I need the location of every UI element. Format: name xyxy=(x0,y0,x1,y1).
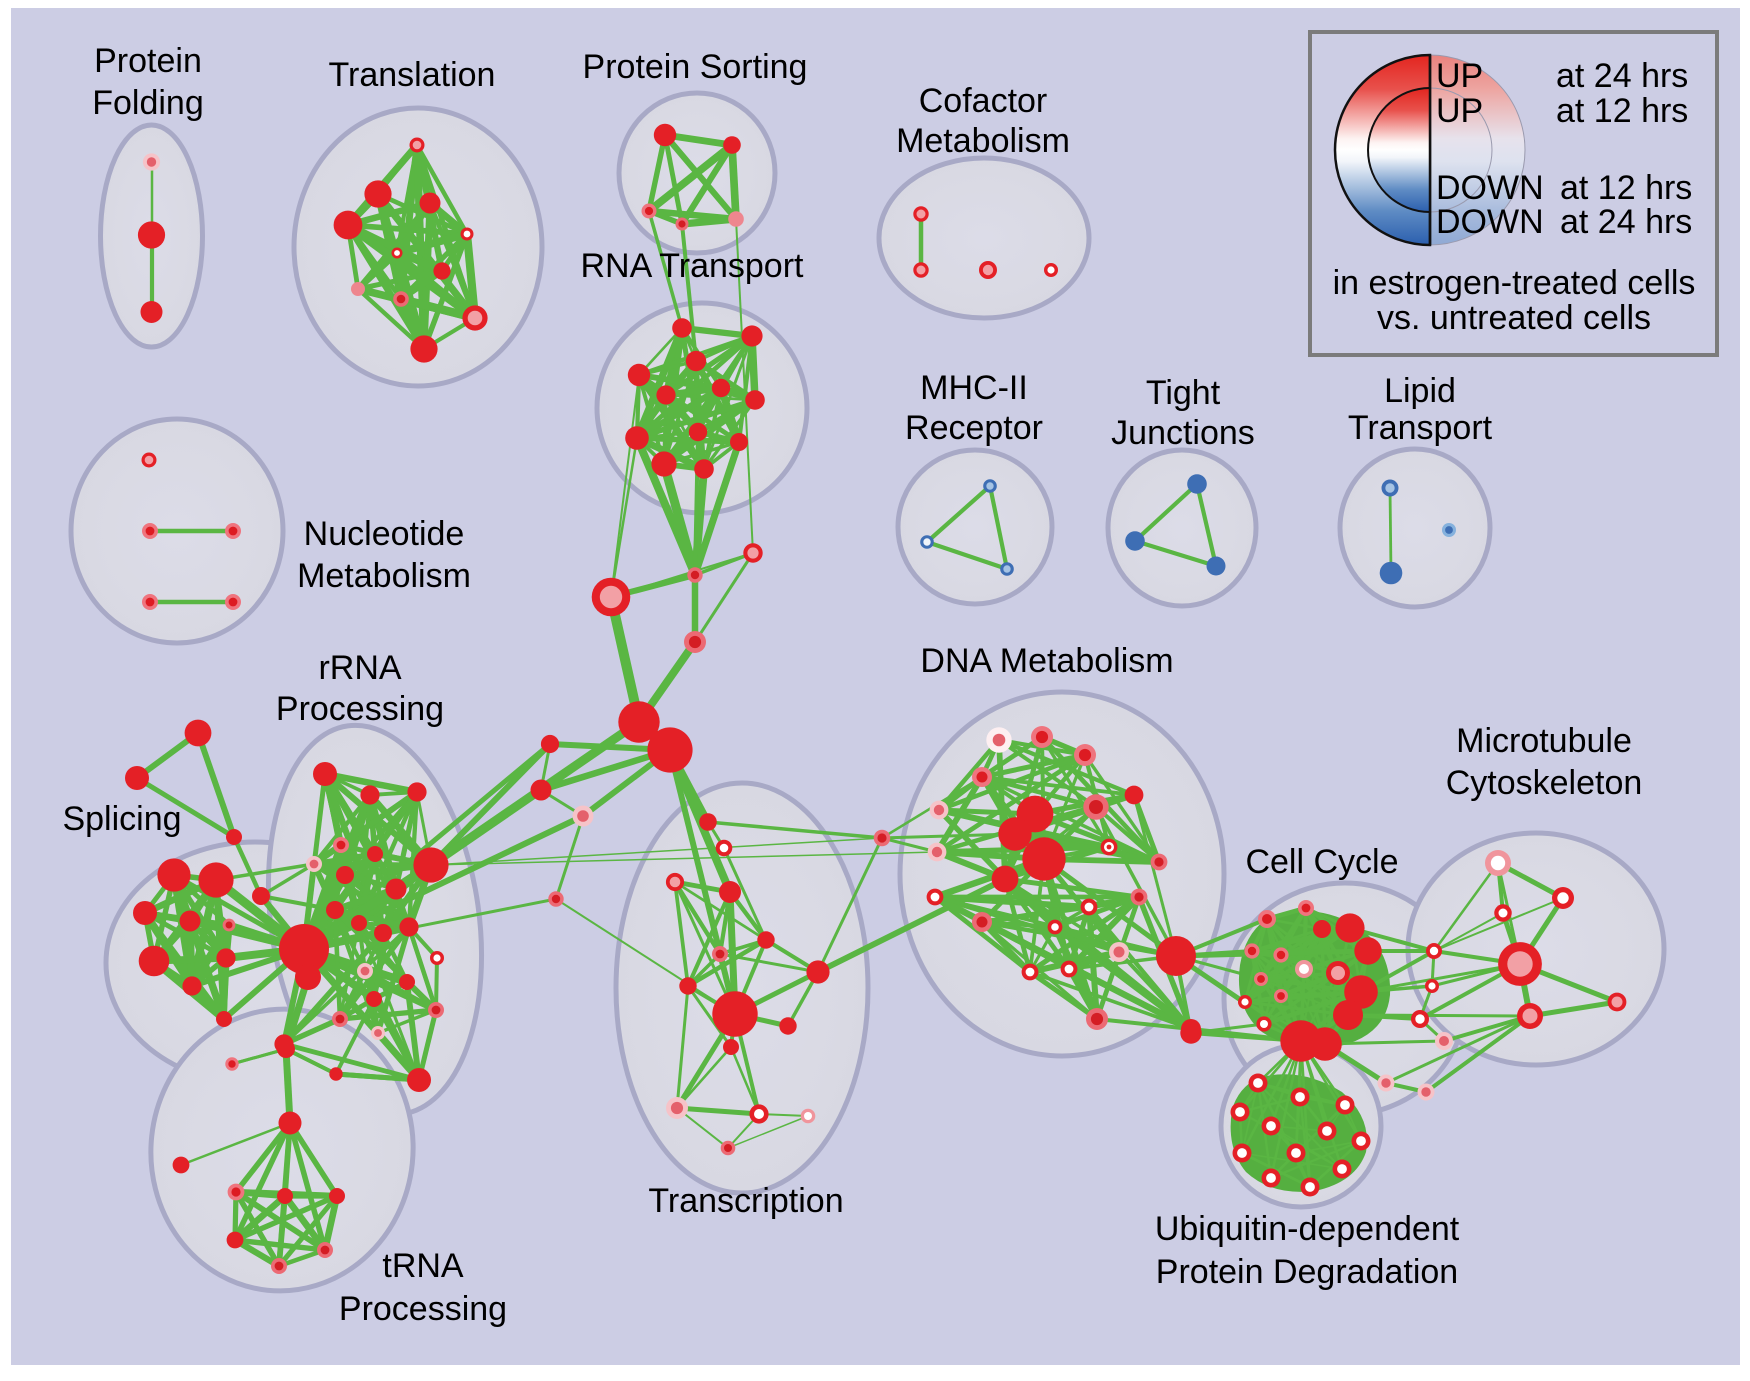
svg-text:Processing: Processing xyxy=(276,690,444,728)
svg-text:at 24 hrs: at 24 hrs xyxy=(1556,57,1688,95)
svg-text:Cell Cycle: Cell Cycle xyxy=(1245,843,1398,881)
svg-text:Tight: Tight xyxy=(1146,374,1221,412)
svg-text:vs. untreated cells: vs. untreated cells xyxy=(1377,299,1651,337)
svg-text:Microtubule: Microtubule xyxy=(1456,722,1632,760)
svg-text:UP: UP xyxy=(1436,92,1483,130)
svg-text:Ubiquitin-dependent: Ubiquitin-dependent xyxy=(1155,1210,1460,1248)
svg-text:Protein: Protein xyxy=(94,42,202,80)
svg-text:Receptor: Receptor xyxy=(905,409,1043,447)
svg-text:UP: UP xyxy=(1436,57,1483,95)
svg-text:tRNA: tRNA xyxy=(382,1247,464,1285)
svg-text:Protein Degradation: Protein Degradation xyxy=(1156,1253,1458,1291)
svg-text:Folding: Folding xyxy=(92,84,204,122)
svg-text:Translation: Translation xyxy=(329,56,496,94)
svg-text:rRNA: rRNA xyxy=(318,649,401,687)
svg-text:Metabolism: Metabolism xyxy=(297,557,471,595)
svg-text:RNA Transport: RNA Transport xyxy=(581,247,805,285)
svg-text:Lipid: Lipid xyxy=(1384,372,1456,410)
svg-text:DOWN: DOWN xyxy=(1436,169,1544,207)
svg-text:Nucleotide: Nucleotide xyxy=(304,515,465,553)
svg-text:at 12 hrs: at 12 hrs xyxy=(1560,169,1692,207)
svg-text:Metabolism: Metabolism xyxy=(896,122,1070,160)
svg-text:Cofactor: Cofactor xyxy=(919,82,1048,120)
svg-text:at 12 hrs: at 12 hrs xyxy=(1556,92,1688,130)
svg-text:in estrogen-treated cells: in estrogen-treated cells xyxy=(1333,264,1696,302)
svg-text:DOWN: DOWN xyxy=(1436,203,1544,241)
svg-text:Cytoskeleton: Cytoskeleton xyxy=(1446,764,1643,802)
svg-text:at 24 hrs: at 24 hrs xyxy=(1560,203,1692,241)
svg-text:Protein Sorting: Protein Sorting xyxy=(583,48,808,86)
svg-text:Transport: Transport xyxy=(1348,409,1493,447)
svg-text:MHC-II: MHC-II xyxy=(920,369,1028,407)
svg-text:Splicing: Splicing xyxy=(62,800,181,838)
svg-text:DNA Metabolism: DNA Metabolism xyxy=(920,642,1173,680)
svg-text:Junctions: Junctions xyxy=(1111,414,1255,452)
svg-text:Processing: Processing xyxy=(339,1290,507,1328)
svg-text:Transcription: Transcription xyxy=(648,1182,843,1220)
